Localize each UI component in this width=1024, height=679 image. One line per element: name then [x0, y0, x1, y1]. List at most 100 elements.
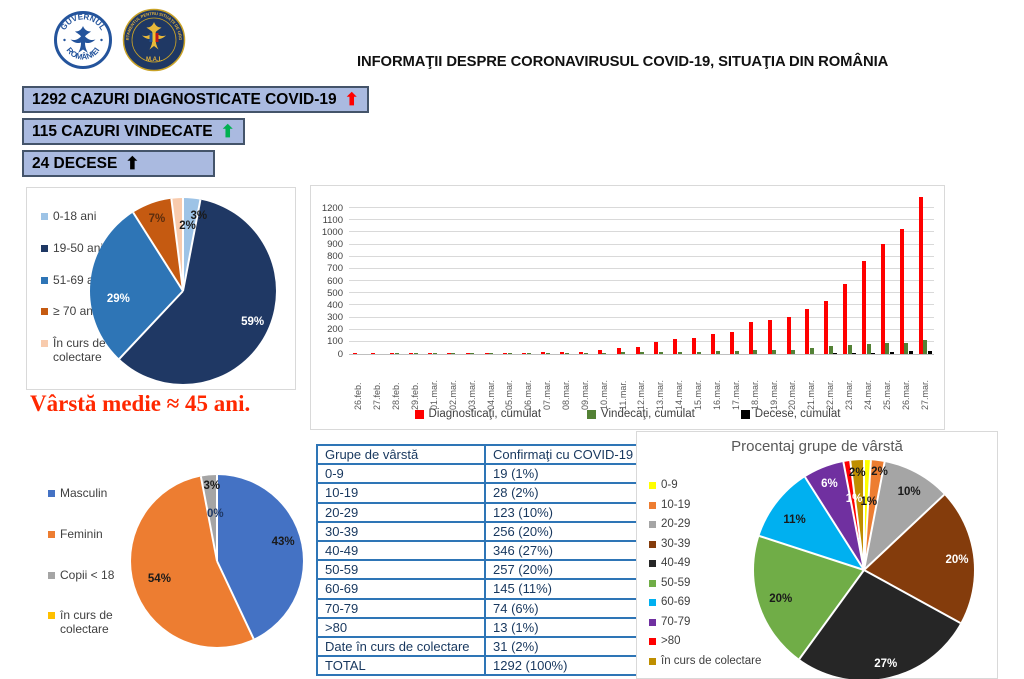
x-tick-label: 07.mar. [538, 358, 557, 410]
x-tick-label: 09.mar. [575, 358, 594, 410]
bar-group [538, 196, 557, 354]
bar-group [859, 196, 878, 354]
bar-0 [560, 352, 565, 354]
legend-item: în curs de colectare [649, 655, 779, 667]
up-arrow-icon: ⬆ [125, 154, 140, 173]
legend-label: 0-18 ani [53, 209, 97, 223]
badge-text: 1292 CAZURI DIAGNOSTICATE COVID-19 [32, 90, 337, 108]
legend-swatch-icon [649, 657, 656, 665]
age-group-pie-title: Procentaj grupe de vârstă [731, 438, 903, 455]
x-tick-label: 15.mar. [689, 358, 708, 410]
bar-1 [564, 352, 569, 354]
bar-2 [833, 352, 838, 354]
gridline [349, 243, 934, 245]
legend-label: 70-79 [661, 615, 691, 628]
x-tick-label: 10.mar. [594, 358, 613, 410]
y-tick-label: 1200 [321, 202, 343, 214]
bar-2 [927, 351, 932, 354]
bar-1 [508, 352, 513, 354]
x-tick-label: 16.mar. [708, 358, 727, 410]
pie-value-label: 2% [871, 466, 888, 479]
bar-0 [409, 352, 414, 354]
bar-0 [465, 352, 470, 354]
bar-group [387, 196, 406, 354]
x-tick-label: 06.mar. [519, 358, 538, 410]
legend-swatch-icon [48, 612, 55, 620]
legend-item: Copii < 18 [48, 568, 144, 583]
gridline [349, 316, 934, 318]
y-tick-label: 600 [327, 275, 343, 287]
bar-1 [847, 345, 852, 354]
legend-label: 60-69 [661, 596, 691, 608]
table-cell: TOTAL [316, 655, 486, 677]
bar-0 [503, 352, 508, 354]
y-tick-label: 100 [327, 336, 343, 348]
legend-item: 0-9 [649, 479, 779, 491]
bar-group [443, 196, 462, 354]
legend-swatch-icon [649, 521, 656, 528]
age-distribution-pie-chart: 3% 59% 29% 7% 2% [90, 198, 276, 384]
table-row: >80 13 (1%) [316, 616, 648, 639]
bar-group [500, 196, 519, 354]
page-title: INFORMAŢII DESPRE CORONAVIRUSUL COVID-19… [357, 54, 889, 70]
up-arrow-icon: ⬆ [220, 122, 235, 141]
gridline [349, 231, 934, 233]
x-tick-text: 07.mar. [542, 379, 553, 410]
x-tick-label: 25.mar. [877, 358, 896, 410]
x-tick-label: 26.feb. [349, 358, 368, 410]
x-tick-text: 18.mar. [749, 379, 760, 410]
legend-swatch-icon [649, 599, 656, 606]
bar-1 [677, 351, 682, 354]
pie-value-label: 1% [845, 493, 863, 506]
legend-item: 60-69 [649, 596, 779, 608]
gridline [349, 267, 934, 269]
legend-label: Decese, cumulat [754, 408, 841, 420]
table-column-header: Grupe de vârstă [316, 443, 486, 466]
gender-pie-chart: 43% 54% 3% 0% [131, 475, 303, 647]
pie-value-label: 0% [207, 507, 224, 520]
bar-2 [908, 351, 913, 354]
gridline [349, 219, 934, 221]
bar-0 [616, 348, 621, 354]
pie-value-label: 29% [106, 292, 130, 305]
x-tick-label: 01.mar. [424, 358, 443, 410]
table-cell: 50-59 [316, 559, 486, 581]
x-tick-text: 16.mar. [711, 379, 722, 410]
x-tick-label: 28.feb. [387, 358, 406, 410]
x-tick-text: 08.mar. [561, 379, 571, 410]
eagle-icon [70, 26, 96, 53]
deaths-badge: 24 DECESE ⬆ [22, 150, 215, 177]
legend-swatch-icon [41, 276, 48, 284]
table-cell: 256 (20%) [484, 520, 648, 543]
pie-value-label: 59% [241, 316, 265, 329]
legend-label: în curs de colectare [60, 608, 113, 637]
bar-1 [696, 351, 701, 354]
legend-label: 30-39 [661, 537, 691, 550]
bar-1 [866, 344, 871, 354]
x-tick-label: 17.mar. [726, 358, 745, 410]
table-cell: >80 [316, 616, 486, 639]
table-cell: 70-79 [316, 597, 486, 619]
legend-swatch-icon [48, 490, 55, 497]
legend-item: În curs de colectare [41, 336, 137, 365]
table-cell: 28 (2%) [484, 482, 648, 504]
table-cell: 1292 (100%) [484, 655, 648, 677]
bar-0 [880, 243, 885, 354]
x-tick-text: 01.mar. [428, 379, 439, 410]
table-row: 60-69 145 (11%) [316, 578, 648, 600]
x-tick-text: 09.mar. [579, 379, 590, 410]
legend-label: 20-29 [661, 518, 691, 530]
legend-swatch-icon [48, 530, 55, 538]
x-tick-text: 11.mar. [617, 380, 628, 410]
x-tick-label: 18.mar. [745, 358, 764, 410]
age-distribution-pie-panel: 0-18 ani 19-50 ani 51-69 ani ≥ 70 ani În cur… [26, 187, 296, 390]
age-group-pie-legend: 0-9 10-19 20-29 30-39 40-49 50-59 60-69 70-79 >8… [649, 479, 779, 674]
x-tick-label: 29.feb. [406, 358, 425, 410]
bar-1 [545, 352, 550, 354]
pie-value-label: 7% [148, 213, 166, 226]
y-tick-label: 1000 [321, 226, 343, 238]
legend-item: 40-49 [649, 557, 779, 569]
pie-value-label: 1% [860, 495, 878, 508]
x-tick-label: 27.feb. [368, 358, 387, 410]
y-tick-label: 200 [327, 324, 343, 336]
